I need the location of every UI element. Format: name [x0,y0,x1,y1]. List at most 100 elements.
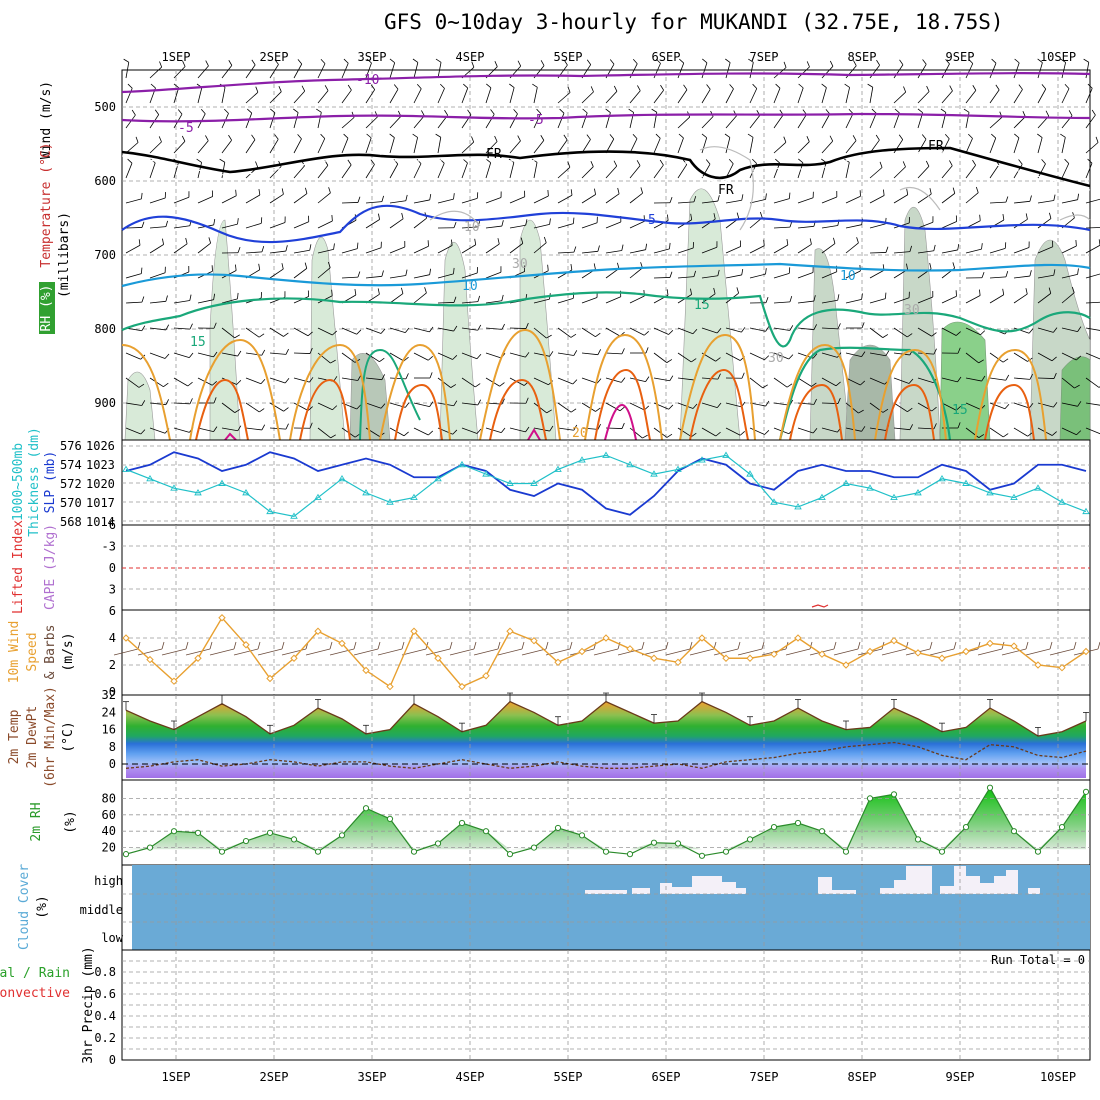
wind-speed-point [1034,661,1042,669]
y-axis-label: (millibars) [57,212,72,298]
day-label: 5SEP [554,50,583,64]
lifted-index-tick: -6 [102,518,116,532]
thickness-line [125,454,1087,517]
thickness-point [386,498,394,505]
rh-point [866,795,874,802]
contour-label: 10 [840,269,856,284]
wind-speed-tick: 0 [109,685,116,699]
rh-point [938,848,946,855]
thickness-point [1010,493,1018,501]
day-label: 4SEP [456,1070,485,1084]
temp-tick: 16 [102,723,116,737]
rh-point [122,851,130,858]
rh-point [242,837,250,845]
thickness-point [722,451,730,458]
rh-point [554,824,562,832]
day-label: 1SEP [162,1070,191,1084]
rh-point [290,836,298,843]
thickness-point [362,489,370,496]
cloud-level: middle [80,903,123,917]
rh-point [146,844,154,851]
thickness-point [1058,498,1066,505]
y-axis-label: Cloud Cover [17,864,32,950]
thickness-point [170,484,178,491]
temp-tick: 0 [109,757,116,771]
wind-speed-point [578,647,586,656]
thickness-point [410,493,418,501]
contour-label: 30 [904,303,920,318]
wind-speed-point [650,654,658,662]
thickness-point [962,479,970,486]
thickness-point [434,474,442,482]
wind-speed-point [698,634,706,642]
contour-label: 15 [694,298,710,313]
rh-point [818,828,826,835]
y-axis-label: (6hr Min/Max) [43,686,58,788]
pressure-tick: 700 [94,248,116,262]
slp-tick: 1026 [86,439,115,453]
wind-speed-point [818,650,826,658]
contour-label: 15 [190,335,206,350]
temp-tick: 8 [109,740,116,754]
contour-label: FR [928,139,944,154]
contour-label: -5 [178,121,194,136]
y-axis-label: 2m RH [29,802,44,841]
wind-speed-point [866,647,874,656]
thickness-point [1034,484,1042,491]
slp-tick: 1020 [86,477,115,491]
rh-point [1034,848,1042,855]
wind-speed-point [962,647,970,656]
thickness-point [122,465,130,472]
temp-tick: 32 [102,688,116,702]
rh-tick: 40 [102,824,116,838]
rh-point [698,852,706,859]
cloud-level: high [94,874,123,888]
precip-tick: 0 [109,1053,116,1067]
rh-point [410,848,418,855]
temp2m-panel: 32 24 16 8 0 [102,688,1091,781]
y-axis-label: Lifted Index [11,520,26,614]
wind-speed-point [938,654,946,662]
rh-shading [124,188,1091,441]
wind-speed-point [530,636,538,645]
wind-speed-point [770,650,778,658]
day-label: 10SEP [1040,1070,1076,1084]
y-axis-label: 1000~500mb [11,443,26,521]
contour-label: 30 [768,351,784,366]
wind-speed-point [434,654,442,662]
thickness-point [578,456,586,463]
pressure-tick: 500 [94,100,116,114]
lifted-index-tick: 0 [109,561,116,575]
y-axis-label: 10m Wind [7,621,22,684]
day-label: 1SEP [162,50,191,64]
pressure-tick: 600 [94,174,116,188]
rh-point [482,828,490,835]
day-label: 10SEP [1040,50,1076,64]
day-label: 2SEP [260,50,289,64]
contour-label: -10 [356,73,379,88]
thickness-tick: 576 [60,439,82,453]
upper-air-panel: -10 -5 -5 FR FR FR 5 10 10 10 15 15 15 2… [94,58,1100,441]
y-axis-label: 2m DewPt [25,706,40,769]
y-axis-label: Thickness (dm) [27,427,42,537]
rh-point [506,851,514,858]
wind-speed-point [170,677,178,685]
thickness-tick: 574 [60,458,82,472]
thickness-point [314,493,322,501]
rh-point [650,839,658,846]
run-total: Run Total = 0 [991,953,1085,967]
wind-speed-point [794,634,802,642]
precip-tick: 0.8 [94,965,116,979]
rh-point [770,824,778,831]
y-axis-label: (°C) [61,721,76,752]
thickness-point [674,465,682,472]
page-title: GFS 0~10day 3-hourly for MUKANDI (32.75E… [384,10,1004,34]
y-axis-label: Temperature (°C) [39,142,54,267]
wind-speed-point [146,655,154,664]
rh-point [986,784,994,791]
thickness-point [698,456,706,463]
rh-point [842,848,850,855]
rh-tick: 80 [102,791,116,805]
rh-point [170,828,178,835]
slp-tick: 1023 [86,458,115,472]
